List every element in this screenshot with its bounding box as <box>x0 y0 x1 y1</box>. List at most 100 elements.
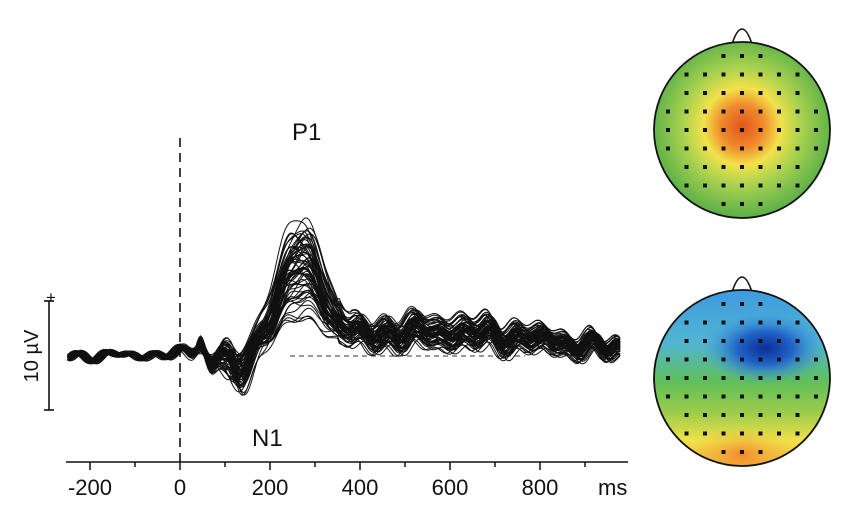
electrode-marker <box>814 394 818 399</box>
electrode-marker <box>777 357 781 362</box>
electrode-marker <box>721 54 726 58</box>
electrode-marker <box>684 128 689 132</box>
electrode-marker <box>758 339 763 343</box>
electrode-marker <box>721 357 726 362</box>
electrode-marker <box>777 413 781 417</box>
electrode-marker <box>684 165 689 169</box>
electrode-marker <box>666 128 670 132</box>
electrode-marker <box>721 146 726 151</box>
electrode-marker <box>703 339 707 343</box>
electrode-marker <box>758 431 763 436</box>
electrode-marker <box>777 109 781 114</box>
electrode-marker <box>758 450 763 454</box>
electrode-marker <box>721 72 726 77</box>
electrode-marker <box>740 128 744 132</box>
electrode-marker <box>777 320 781 325</box>
electrode-marker <box>795 413 800 417</box>
electrode-marker <box>703 413 707 417</box>
electrode-marker <box>721 394 726 399</box>
x-axis-unit: ms <box>598 475 627 500</box>
electrode-marker <box>684 146 689 151</box>
electrode-marker <box>703 128 707 132</box>
erp-trace <box>67 246 621 386</box>
electrode-marker <box>758 72 763 77</box>
scalp-topography-n1 <box>653 276 831 467</box>
electrode-grid <box>666 54 818 206</box>
electrode-marker <box>666 146 670 151</box>
electrode-marker <box>758 394 763 399</box>
electrode-marker <box>814 376 818 380</box>
electrode-marker <box>758 202 763 206</box>
electrode-marker <box>795 146 800 151</box>
electrode-marker <box>684 413 689 417</box>
electrode-marker <box>721 376 726 380</box>
electrode-marker <box>795 320 800 325</box>
electrode-marker <box>703 357 707 362</box>
electrode-marker <box>758 91 763 95</box>
x-tick-label: 200 <box>252 475 289 500</box>
erp-trace <box>67 260 621 363</box>
electrode-marker <box>684 91 689 95</box>
electrode-marker <box>740 302 744 306</box>
electrode-marker <box>777 183 781 188</box>
electrode-marker <box>814 357 818 362</box>
electrode-marker <box>740 183 744 188</box>
electrode-marker <box>758 357 763 362</box>
electrode-marker <box>777 394 781 399</box>
electrode-marker <box>684 394 689 399</box>
electrode-marker <box>740 394 744 399</box>
electrode-marker <box>703 109 707 114</box>
electrode-marker <box>684 72 689 77</box>
electrode-marker <box>740 165 744 169</box>
electrode-marker <box>795 91 800 95</box>
electrode-marker <box>684 339 689 343</box>
electrode-marker <box>758 128 763 132</box>
electrode-marker <box>777 72 781 77</box>
electrode-marker <box>703 320 707 325</box>
electrode-marker <box>721 450 726 454</box>
electrode-marker <box>740 146 744 151</box>
electrode-marker <box>795 357 800 362</box>
electrode-marker <box>777 128 781 132</box>
electrode-marker <box>795 183 800 188</box>
electrode-marker <box>777 376 781 380</box>
electrode-marker <box>721 302 726 306</box>
electrode-marker <box>777 339 781 343</box>
electrode-marker <box>740 202 744 206</box>
x-tick-label: 0 <box>174 475 186 500</box>
electrode-marker <box>666 357 670 362</box>
electrode-marker <box>703 394 707 399</box>
electrode-marker <box>740 91 744 95</box>
electrode-marker <box>721 128 726 132</box>
electrode-marker <box>814 146 818 151</box>
x-tick-label: 800 <box>522 475 559 500</box>
electrode-marker <box>795 72 800 77</box>
electrode-marker <box>721 183 726 188</box>
electrode-marker <box>814 128 818 132</box>
electrode-marker <box>740 339 744 343</box>
electrode-marker <box>666 376 670 380</box>
electrode-marker <box>666 109 670 114</box>
nose-icon <box>731 276 753 293</box>
erp-trace <box>67 233 621 367</box>
electrode-marker <box>684 431 689 436</box>
electrode-marker <box>684 183 689 188</box>
x-axis-tick-labels: -200 0 200 400 600 800 <box>68 475 558 500</box>
electrode-marker <box>758 54 763 58</box>
scale-bar-plus: + <box>46 288 56 307</box>
nose-icon <box>731 28 753 45</box>
electrode-marker <box>666 394 670 399</box>
electrode-marker <box>758 183 763 188</box>
electrode-marker <box>740 54 744 58</box>
erp-trace <box>67 243 621 373</box>
electrode-marker <box>795 431 800 436</box>
electrode-marker <box>795 109 800 114</box>
electrode-marker <box>721 413 726 417</box>
erp-trace <box>67 236 621 387</box>
electrode-marker <box>703 72 707 77</box>
electrode-marker <box>703 183 707 188</box>
electrode-marker <box>684 357 689 362</box>
electrode-marker <box>721 320 726 325</box>
electrode-marker <box>703 376 707 380</box>
